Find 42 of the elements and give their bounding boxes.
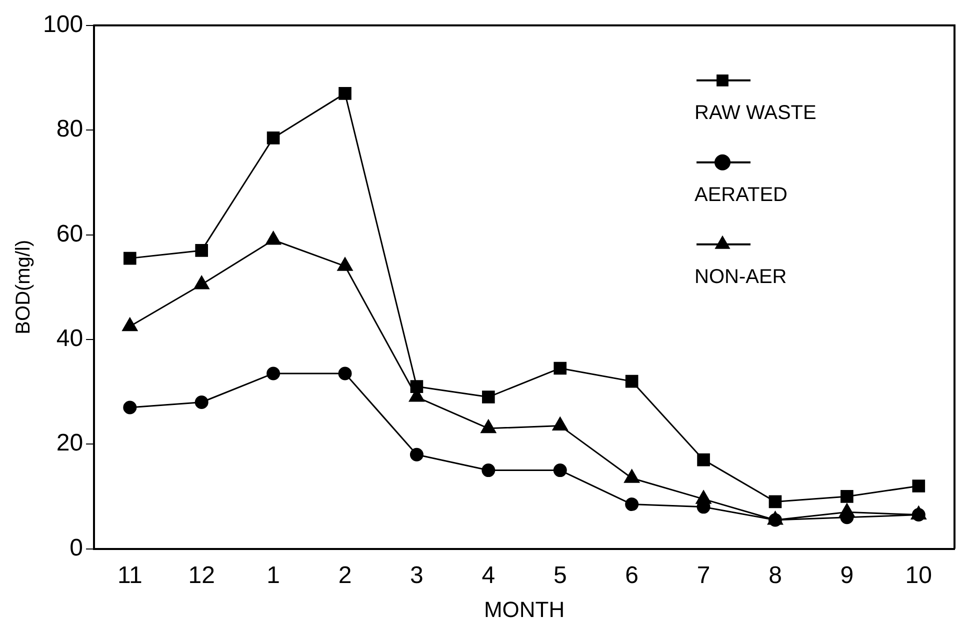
point xyxy=(482,464,496,478)
point xyxy=(194,396,208,409)
point xyxy=(768,495,782,508)
point xyxy=(266,366,280,380)
y-tick-label: 100 xyxy=(42,11,84,38)
x-tick-label: 6 xyxy=(625,562,639,589)
y-tick-label: 80 xyxy=(56,116,84,143)
x-tick-label: 4 xyxy=(482,562,496,589)
point xyxy=(123,252,136,265)
point xyxy=(554,362,567,375)
point xyxy=(912,480,926,492)
legend-label: AERATED xyxy=(694,184,788,206)
x-tick-label: 9 xyxy=(840,562,854,589)
point xyxy=(338,366,352,380)
y-tick-label: 40 xyxy=(56,325,84,352)
legend-label: RAW WASTE xyxy=(694,102,816,124)
legend-label: NON-AER xyxy=(694,266,787,288)
point xyxy=(123,400,137,414)
y-tick-label: 20 xyxy=(56,430,84,457)
x-tick-label: 10 xyxy=(905,562,932,589)
point xyxy=(410,448,424,462)
point xyxy=(625,498,639,512)
y-axis-title: BOD(mg/l) xyxy=(12,240,35,334)
point xyxy=(553,464,567,478)
point xyxy=(625,374,638,388)
x-tick-label: 12 xyxy=(188,562,215,589)
y-tick-label: 0 xyxy=(70,534,84,562)
point xyxy=(266,132,280,144)
x-tick-label: 7 xyxy=(696,562,710,589)
point xyxy=(840,490,854,503)
point xyxy=(338,87,352,100)
x-tick-label: 11 xyxy=(117,562,142,589)
x-tick-label: 1 xyxy=(266,562,280,589)
x-tick-label: 2 xyxy=(338,562,352,589)
point xyxy=(195,244,208,257)
x-tick-label: 3 xyxy=(410,562,424,589)
point xyxy=(482,390,495,404)
x-tick-label: 8 xyxy=(768,562,782,589)
x-axis-title: MONTH xyxy=(484,596,565,622)
y-tick-label: 60 xyxy=(56,220,84,248)
point xyxy=(697,453,710,466)
x-tick-label: 5 xyxy=(553,562,567,589)
